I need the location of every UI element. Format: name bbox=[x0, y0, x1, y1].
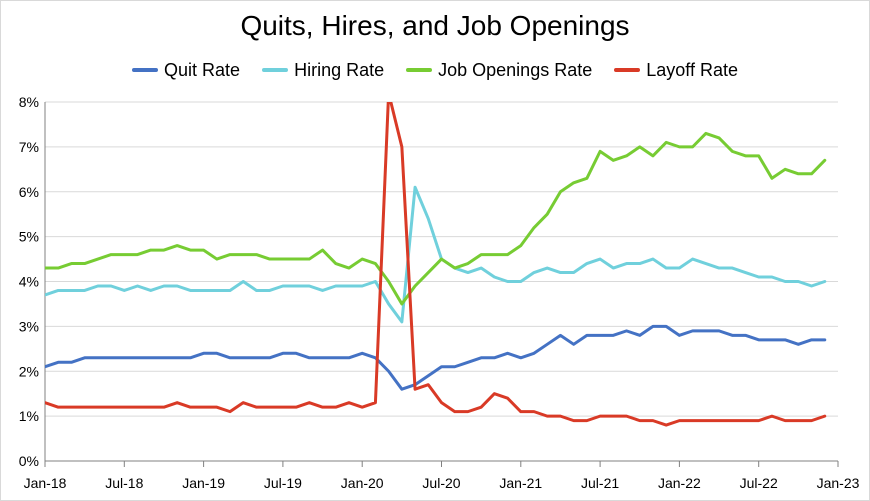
y-tick-label: 5% bbox=[19, 229, 39, 245]
y-tick-label: 8% bbox=[19, 94, 39, 110]
legend-item-job-openings-rate: Job Openings Rate bbox=[406, 60, 592, 81]
y-tick-label: 0% bbox=[19, 453, 39, 469]
y-tick-label: 1% bbox=[19, 408, 39, 424]
legend-swatch bbox=[262, 68, 289, 72]
legend-swatch bbox=[614, 68, 641, 72]
y-tick-label: 2% bbox=[19, 363, 39, 379]
chart-title: Quits, Hires, and Job Openings bbox=[240, 10, 630, 41]
series-line-job-openings-rate bbox=[45, 131, 827, 306]
legend-swatch bbox=[132, 68, 159, 72]
legend-label: Hiring Rate bbox=[294, 59, 385, 80]
y-tick-label: 4% bbox=[19, 274, 39, 290]
x-tick-label: Jul-18 bbox=[105, 475, 143, 491]
y-tick-label: 3% bbox=[19, 318, 39, 334]
legend-item-quit-rate: Quit Rate bbox=[132, 60, 240, 81]
legend-item-layoff-rate: Layoff Rate bbox=[614, 60, 738, 81]
x-tick-label: Jan-19 bbox=[182, 475, 225, 491]
x-tick-label: Jul-21 bbox=[581, 475, 619, 491]
series-line-quit-rate bbox=[45, 324, 827, 391]
legend-swatch bbox=[406, 68, 433, 72]
legend-label: Layoff Rate bbox=[646, 59, 738, 80]
x-tick-label: Jan-21 bbox=[499, 475, 542, 491]
legend-label: Job Openings Rate bbox=[438, 59, 593, 80]
legend-item-hiring-rate: Hiring Rate bbox=[262, 60, 384, 81]
x-tick-label: Jan-18 bbox=[24, 475, 67, 491]
x-tick-label: Jul-22 bbox=[740, 475, 778, 491]
x-tick-label: Jul-19 bbox=[264, 475, 302, 491]
series-line-hiring-rate bbox=[45, 185, 827, 324]
x-tick-label: Jan-23 bbox=[817, 475, 860, 491]
series-line-layoff-rate bbox=[45, 102, 827, 427]
x-tick-label: Jan-20 bbox=[341, 475, 384, 491]
x-tick-label: Jul-20 bbox=[422, 475, 460, 491]
chart-legend: Quit Rate Hiring Rate Job Openings Rate Lay… bbox=[0, 58, 870, 82]
x-tick-label: Jan-22 bbox=[658, 475, 701, 491]
y-tick-label: 6% bbox=[19, 184, 39, 200]
legend-label: Quit Rate bbox=[164, 59, 241, 80]
y-tick-label: 7% bbox=[19, 139, 39, 155]
